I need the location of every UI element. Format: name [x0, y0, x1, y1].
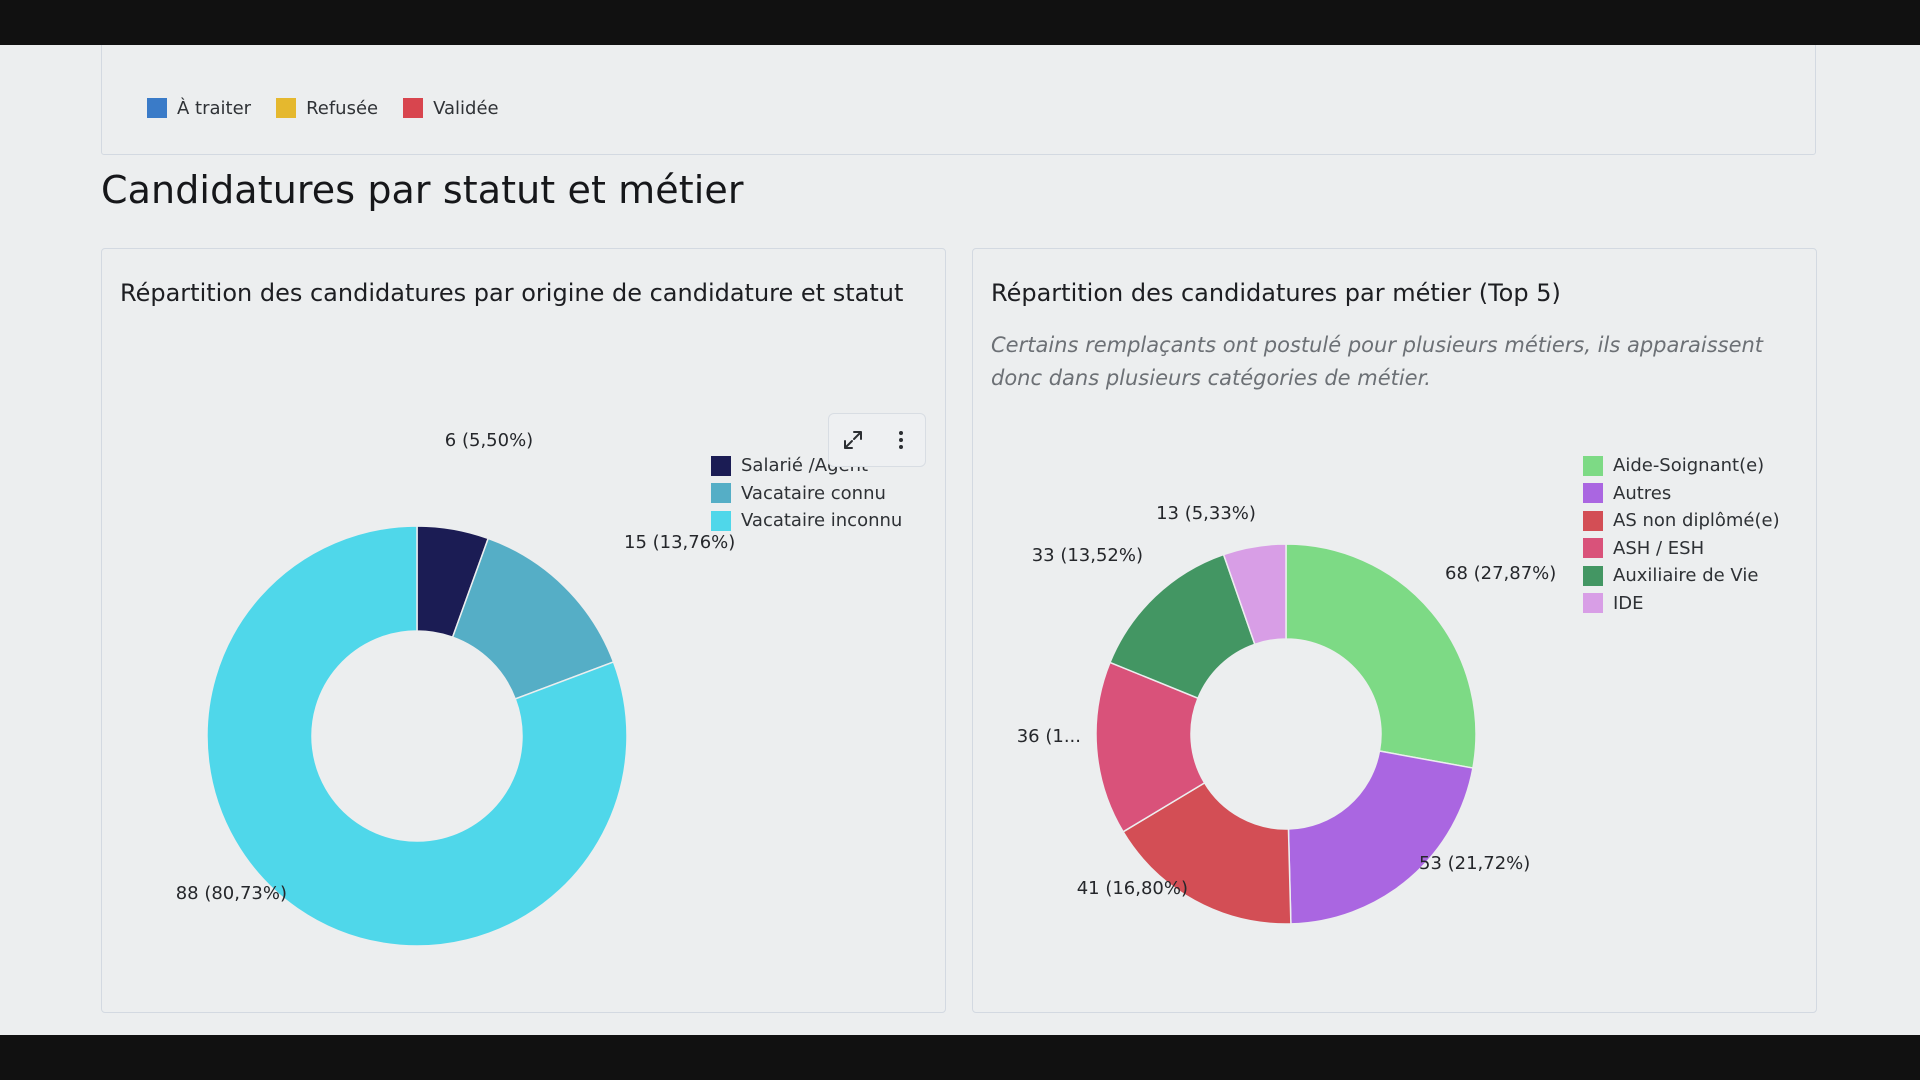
job-chart-card: Répartition des candidatures par métier …: [972, 248, 1817, 1013]
legend-item-aide-soignant-e[interactable]: Aide-Soignant(e): [1583, 452, 1780, 480]
legend-item-ide[interactable]: IDE: [1583, 590, 1780, 618]
chart-title: Répartition des candidatures par origine…: [120, 279, 904, 307]
job-donut-chart: 68 (27,87%) 53 (21,72%) 41 (16,80%) 36 (1..…: [1017, 503, 1556, 925]
legend-label: Refusée: [306, 97, 379, 119]
legend-swatch: [711, 483, 731, 504]
legend-swatch: [1583, 565, 1603, 586]
legend-label: Autres: [1613, 482, 1672, 504]
legend-item-ash-esh[interactable]: ASH / ESH: [1583, 535, 1780, 563]
legend-label: À traiter: [177, 97, 252, 119]
legend-label: Vacataire connu: [741, 482, 886, 504]
slice-data-label: 68 (27,87%): [1445, 563, 1556, 584]
slice-data-label: 6 (5,50%): [445, 430, 533, 451]
expand-button[interactable]: [833, 420, 873, 460]
legend-label: AS non diplômé(e): [1613, 510, 1780, 532]
legend-label: Validée: [433, 97, 499, 119]
legend-item-auxiliaire-de-vie[interactable]: Auxiliaire de Vie: [1583, 562, 1780, 590]
section-title: Candidatures par statut et métier: [101, 168, 744, 212]
slice-data-label: 88 (80,73%): [176, 883, 287, 904]
legend-swatch: [1583, 510, 1603, 531]
job-chart-legend: Aide-Soignant(e) Autres AS non diplômé(e) A…: [1583, 452, 1780, 617]
slice-data-label: 33 (13,52%): [1032, 545, 1143, 566]
chart-note: Certains remplaçants ont postulé pour pl…: [991, 333, 1764, 390]
chart-toolbar: [828, 413, 926, 467]
origin-donut-chart: 6 (5,50%) 15 (13,76%) 88 (80,73%): [176, 430, 735, 947]
more-options-button[interactable]: [881, 420, 921, 460]
slice-data-label: 13 (5,33%): [1156, 503, 1256, 524]
more-vertical-icon: [899, 431, 903, 449]
legend-item-validee[interactable]: Validée: [403, 98, 499, 119]
legend-label: ASH / ESH: [1613, 537, 1705, 559]
legend-item-autres[interactable]: Autres: [1583, 480, 1780, 508]
legend-swatch: [403, 98, 424, 118]
donut-slice-ide[interactable]: [1222, 543, 1287, 646]
slice-data-label: 15 (13,76%): [624, 532, 735, 553]
legend-item-vacataire-inconnu[interactable]: Vacataire inconnu: [711, 507, 902, 535]
origin-chart-legend: Salarié /Agent Vacataire connu Vacataire i…: [711, 452, 902, 535]
slice-data-label: 36 (1...: [1017, 726, 1081, 747]
legend-swatch: [147, 98, 167, 118]
legend-label: Vacataire inconnu: [741, 510, 903, 532]
status-legend: À traiter Refusée Validée: [147, 98, 524, 119]
status-legend-card: À traiter Refusée Validée: [101, 45, 1816, 155]
legend-item-a-traiter[interactable]: À traiter: [147, 98, 251, 119]
donut-slice-vacataire-inconnu[interactable]: [206, 525, 628, 947]
donut-slice-aide-soignant-e[interactable]: [1285, 543, 1477, 769]
slice-data-label: 41 (16,80%): [1077, 878, 1188, 899]
donut-slice-ash-esh[interactable]: [1095, 661, 1206, 833]
legend-label: Auxiliaire de Vie: [1613, 565, 1759, 587]
dashboard-content: À traiter Refusée Validée Candidatures p…: [0, 45, 1920, 1035]
legend-swatch: [1583, 455, 1603, 476]
donut-slice-vacataire-connu[interactable]: [451, 537, 615, 700]
donut-slice-auxiliaire-de-vie[interactable]: [1109, 553, 1256, 700]
chart-title: Répartition des candidatures par métier …: [991, 279, 1561, 307]
legend-item-refusee[interactable]: Refusée: [276, 98, 378, 119]
donut-slice-autres[interactable]: [1287, 750, 1474, 925]
legend-swatch: [711, 455, 731, 476]
expand-icon: [844, 431, 862, 449]
legend-swatch: [1583, 593, 1603, 614]
slice-data-label: 53 (21,72%): [1419, 853, 1530, 874]
legend-label: IDE: [1613, 592, 1644, 614]
origin-chart-card: Répartition des candidatures par origine…: [101, 248, 946, 1013]
legend-item-as-non-diplome-e[interactable]: AS non diplômé(e): [1583, 507, 1780, 535]
donut-slice-as-non-diplome-e[interactable]: [1122, 781, 1292, 925]
legend-swatch: [276, 98, 297, 118]
legend-swatch: [1583, 538, 1603, 559]
legend-swatch: [711, 510, 731, 531]
legend-swatch: [1583, 483, 1603, 504]
legend-item-vacataire-connu[interactable]: Vacataire connu: [711, 480, 902, 508]
legend-label: Aide-Soignant(e): [1613, 455, 1765, 477]
